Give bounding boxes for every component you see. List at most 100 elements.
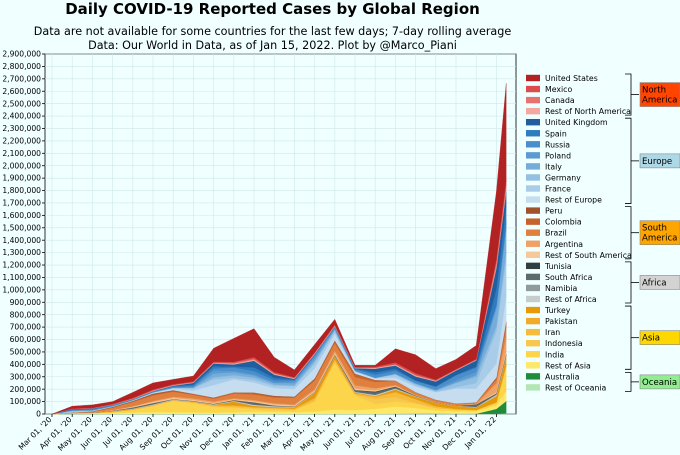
legend-label-south-africa: South Africa bbox=[545, 273, 593, 282]
legend-swatch-tunisia bbox=[526, 262, 540, 270]
y-tick-label: 2,100,000 bbox=[2, 149, 41, 158]
y-tick-label: 1,600,000 bbox=[2, 211, 41, 220]
y-tick-label: 200,000 bbox=[10, 385, 42, 394]
legend-swatch-spain bbox=[526, 130, 540, 137]
y-tick-label: 1,100,000 bbox=[2, 273, 41, 282]
chart-subtitle-line1: Data are not available for some countrie… bbox=[33, 25, 512, 38]
legend-label-poland: Poland bbox=[545, 151, 571, 160]
region-label-oceania: Oceania bbox=[642, 378, 677, 388]
legend-label-indonesia: Indonesia bbox=[545, 339, 583, 348]
legend-swatch-united-kingdom bbox=[526, 119, 540, 126]
legend-swatch-rest-of-europe bbox=[526, 196, 540, 203]
legend-swatch-namibia bbox=[526, 284, 540, 292]
legend-swatch-rest-of-north-america bbox=[526, 107, 540, 115]
region-label-europe: Europe bbox=[642, 157, 672, 167]
legend-bracket-africa bbox=[625, 261, 632, 304]
legend-swatch-rest-of-south-america bbox=[526, 251, 540, 258]
y-tick-label: 1,800,000 bbox=[2, 186, 41, 195]
legend-swatch-australia bbox=[526, 373, 540, 380]
legend-swatch-turkey bbox=[526, 306, 540, 314]
legend-swatch-poland bbox=[526, 152, 540, 159]
legend-label-france: France bbox=[545, 185, 571, 194]
legend-label-united-kingdom: United Kingdom bbox=[545, 118, 608, 127]
y-tick-label: 0 bbox=[36, 410, 41, 419]
y-tick-label: 2,300,000 bbox=[2, 124, 41, 133]
legend-label-russia: Russia bbox=[545, 140, 570, 149]
legend-bracket-europe bbox=[625, 117, 632, 204]
legend-label-rest-of-europe: Rest of Europe bbox=[545, 196, 602, 205]
y-tick-label: 2,600,000 bbox=[2, 87, 41, 96]
y-tick-label: 1,000,000 bbox=[2, 285, 41, 294]
legend-swatch-india bbox=[526, 351, 540, 358]
y-tick-label: 900,000 bbox=[10, 298, 42, 307]
chart-subtitle-line2: Data: Our World in Data, as of Jan 15, 2… bbox=[88, 39, 457, 52]
y-tick-label: 1,200,000 bbox=[2, 261, 41, 270]
legend-swatch-canada bbox=[526, 96, 540, 104]
y-tick-label: 300,000 bbox=[10, 372, 42, 381]
legend-swatch-rest-of-oceania bbox=[526, 384, 540, 391]
legend-bracket-asia bbox=[625, 305, 632, 370]
region-badge-europe bbox=[639, 153, 680, 169]
legend-swatch-rest-of-asia bbox=[526, 362, 540, 369]
legend-label-spain: Spain bbox=[545, 129, 567, 138]
y-axis: 0 100,000 200,000 300,000 400,000 500,000 600,… bbox=[2, 50, 45, 419]
legend-label-italy: Italy bbox=[545, 162, 562, 171]
legend-swatch-argentina bbox=[526, 240, 540, 247]
y-tick-label: 2,400,000 bbox=[2, 112, 41, 121]
region-label-africa: Africa bbox=[642, 278, 667, 288]
stacked-areas bbox=[51, 83, 507, 415]
legend-swatch-pakistan bbox=[526, 317, 540, 325]
region-label-south-america: South America bbox=[642, 224, 677, 244]
y-tick-label: 2,900,000 bbox=[2, 50, 41, 59]
legend-swatch-indonesia bbox=[526, 340, 540, 347]
y-tick-label: 400,000 bbox=[10, 360, 42, 369]
legend-label-peru: Peru bbox=[545, 207, 562, 216]
legend-label-canada: Canada bbox=[545, 96, 575, 105]
y-tick-label: 100,000 bbox=[10, 397, 42, 406]
legend-swatch-united-states bbox=[526, 74, 540, 82]
legend-label-colombia: Colombia bbox=[545, 218, 582, 227]
area-united-states bbox=[51, 83, 507, 415]
region-label-north-america: North America bbox=[642, 86, 677, 106]
legend: United States Mexico Canada Rest of North A… bbox=[526, 73, 680, 392]
y-tick-label: 1,900,000 bbox=[2, 174, 41, 183]
y-tick-label: 2,500,000 bbox=[2, 99, 41, 108]
legend-swatch-south-africa bbox=[526, 273, 540, 281]
y-tick-label: 1,500,000 bbox=[2, 223, 41, 232]
legend-label-india: India bbox=[545, 350, 564, 359]
y-tick-label: 2,200,000 bbox=[2, 136, 41, 145]
legend-label-united-states: United States bbox=[545, 74, 598, 83]
chart-title: Daily COVID-19 Reported Cases by Global … bbox=[65, 0, 480, 18]
legend-label-iran: Iran bbox=[545, 328, 560, 337]
legend-label-argentina: Argentina bbox=[545, 240, 583, 249]
legend-swatch-france bbox=[526, 185, 540, 192]
plot-area bbox=[44, 53, 517, 415]
legend-swatch-brazil bbox=[526, 229, 540, 236]
legend-bracket-oceania bbox=[625, 371, 632, 392]
region-badge-south-america bbox=[639, 220, 680, 245]
legend-label-rest-of-africa: Rest of Africa bbox=[545, 295, 597, 304]
y-tick-label: 2,000,000 bbox=[2, 161, 41, 170]
y-tick-label: 1,300,000 bbox=[2, 248, 41, 257]
region-badge-north-america bbox=[639, 82, 680, 107]
legend-label-mexico: Mexico bbox=[545, 85, 572, 94]
legend-label-brazil: Brazil bbox=[545, 229, 567, 238]
legend-label-germany: Germany bbox=[545, 173, 581, 182]
y-tick-label: 600,000 bbox=[10, 335, 42, 344]
region-badge-africa bbox=[639, 275, 680, 290]
legend-swatch-peru bbox=[526, 207, 540, 214]
legend-swatch-russia bbox=[526, 141, 540, 148]
legend-label-namibia: Namibia bbox=[545, 284, 577, 293]
legend-swatch-iran bbox=[526, 328, 540, 336]
legend-label-rest-of-north-america: Rest of North America bbox=[545, 107, 631, 116]
y-tick-label: 1,700,000 bbox=[2, 199, 41, 208]
legend-label-pakistan: Pakistan bbox=[545, 317, 578, 326]
legend-label-australia: Australia bbox=[545, 372, 580, 381]
legend-swatch-italy bbox=[526, 163, 540, 170]
legend-label-rest-of-asia: Rest of Asia bbox=[545, 361, 591, 370]
legend-swatch-germany bbox=[526, 174, 540, 181]
region-label-asia: Asia bbox=[642, 334, 660, 344]
legend-label-turkey: Turkey bbox=[544, 306, 571, 315]
